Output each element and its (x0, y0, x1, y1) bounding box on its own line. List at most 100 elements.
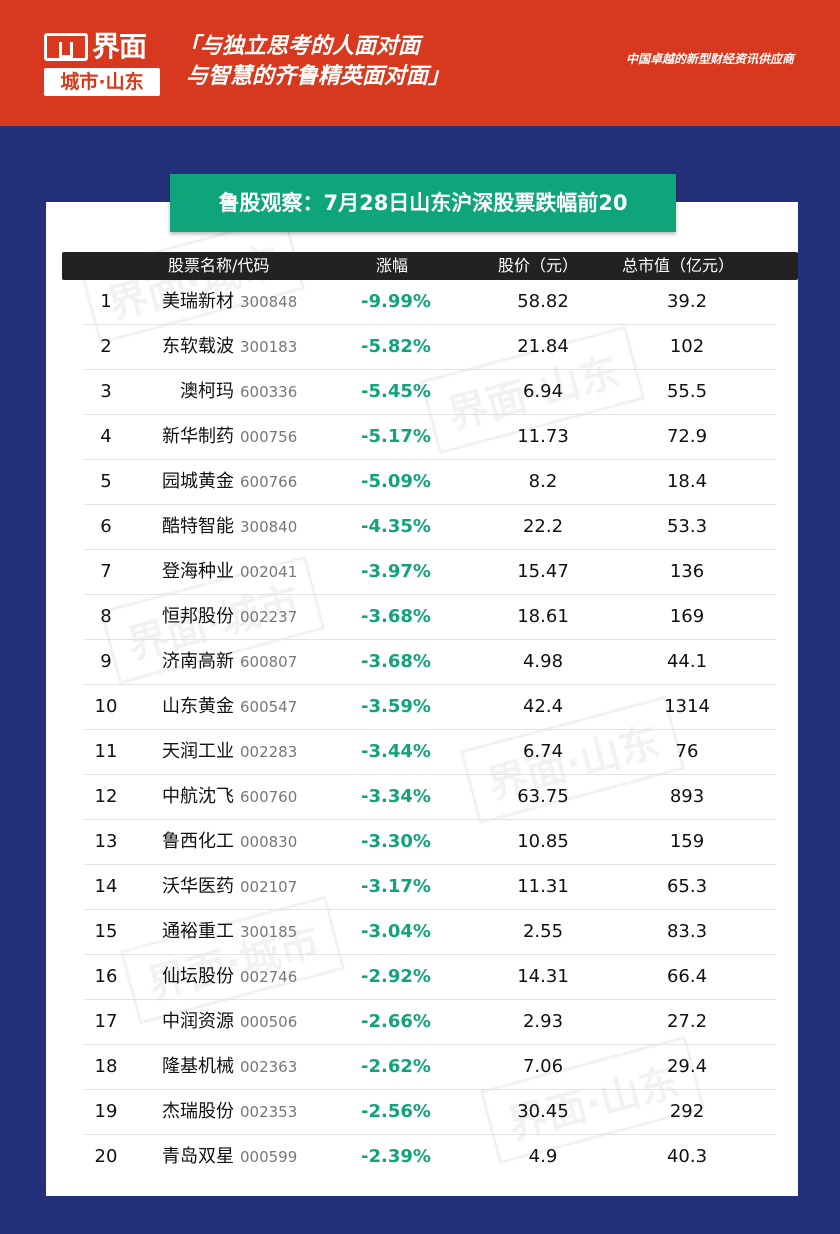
market-cap: 44.1 (666, 651, 708, 672)
stock-name: 恒邦股份 (162, 606, 234, 627)
table-row: 16 仙坛股份 002746 -2.92% 14.31 66.4 (84, 955, 776, 1000)
market-cap: 55.5 (666, 381, 708, 402)
stock-code: 002353 (240, 1103, 298, 1121)
table-card: 界面·城市 界面·山东 界面·城市 界面·山东 界面·城市 界面·山东 (46, 202, 798, 1196)
stock-price: 4.9 (528, 1146, 558, 1167)
slogan-line-2: 与智慧的齐鲁精英面对面」 (186, 64, 451, 89)
table-row: 7 登海种业 002041 -3.97% 15.47 136 (84, 550, 776, 595)
change-percent: -3.44% (361, 741, 431, 762)
market-cap: 76 (675, 741, 699, 762)
market-cap: 53.3 (666, 516, 708, 537)
logo-city-label: 城市·山东 (44, 68, 160, 96)
stock-name: 青岛双星 (162, 1146, 234, 1167)
stock-code: 300185 (240, 923, 298, 941)
market-cap: 72.9 (666, 426, 708, 447)
stock-price: 10.85 (517, 831, 569, 852)
stock-code: 000830 (240, 833, 298, 851)
stock-price: 22.2 (522, 516, 564, 537)
row-rank: 19 (94, 1101, 118, 1122)
market-cap: 292 (669, 1101, 705, 1122)
stock-code: 300840 (240, 518, 298, 536)
stock-code: 600760 (240, 788, 298, 806)
tagline: 中国卓越的新型财经资讯供应商 (625, 52, 794, 66)
table-row: 5 园城黄金 600766 -5.09% 8.2 18.4 (84, 460, 776, 505)
stock-code: 000599 (240, 1148, 298, 1166)
row-rank: 11 (94, 741, 118, 762)
change-percent: -3.59% (361, 696, 431, 717)
stock-name: 酷特智能 (162, 516, 234, 537)
row-rank: 5 (100, 471, 112, 492)
stock-price: 4.98 (522, 651, 564, 672)
market-cap: 39.2 (666, 291, 708, 312)
row-rank: 20 (94, 1146, 118, 1167)
row-rank: 7 (100, 561, 112, 582)
market-cap: 893 (669, 786, 705, 807)
stock-name: 隆基机械 (162, 1056, 234, 1077)
table-row: 1 美瑞新材 300848 -9.99% 58.82 39.2 (84, 280, 776, 325)
stock-code: 002283 (240, 743, 298, 761)
change-percent: -5.17% (361, 426, 431, 447)
slogan-line-1: 「与独立思考的人面对面 (178, 34, 421, 59)
stock-code: 002107 (240, 878, 298, 896)
row-rank: 16 (94, 966, 118, 987)
table-row: 12 中航沈飞 600760 -3.34% 63.75 893 (84, 775, 776, 820)
stock-name: 济南高新 (162, 651, 234, 672)
market-cap: 27.2 (666, 1011, 708, 1032)
row-rank: 15 (94, 921, 118, 942)
stock-name: 登海种业 (162, 561, 234, 582)
stock-name: 天润工业 (162, 741, 234, 762)
market-cap: 102 (669, 336, 705, 357)
stock-price: 2.55 (522, 921, 564, 942)
stock-code: 002363 (240, 1058, 298, 1076)
row-rank: 17 (94, 1011, 118, 1032)
change-percent: -3.17% (361, 876, 431, 897)
stock-name: 中润资源 (162, 1011, 234, 1032)
stock-price: 8.2 (528, 471, 558, 492)
table-row: 15 通裕重工 300185 -3.04% 2.55 83.3 (84, 910, 776, 955)
slogan: 「与独立思考的人面对面 与智慧的齐鲁精英面对面」 (178, 32, 450, 92)
stock-name: 仙坛股份 (162, 966, 234, 987)
change-percent: -2.92% (361, 966, 431, 987)
market-cap: 18.4 (666, 471, 708, 492)
change-percent: -5.82% (361, 336, 431, 357)
stock-name: 沃华医药 (162, 876, 234, 897)
stock-price: 63.75 (517, 786, 569, 807)
market-cap: 29.4 (666, 1056, 708, 1077)
stock-name: 新华制药 (162, 426, 234, 447)
change-percent: -3.34% (361, 786, 431, 807)
stock-price: 2.93 (522, 1011, 564, 1032)
stock-code: 600807 (240, 653, 298, 671)
row-rank: 4 (100, 426, 112, 447)
change-percent: -3.30% (361, 831, 431, 852)
column-header-change: 涨幅 (376, 256, 409, 275)
table-row: 4 新华制药 000756 -5.17% 11.73 72.9 (84, 415, 776, 460)
change-percent: -4.35% (361, 516, 431, 537)
stock-price: 58.82 (517, 291, 569, 312)
table-row: 9 济南高新 600807 -3.68% 4.98 44.1 (84, 640, 776, 685)
change-percent: -3.04% (361, 921, 431, 942)
market-cap: 83.3 (666, 921, 708, 942)
stock-price: 18.61 (517, 606, 569, 627)
stock-code: 002237 (240, 608, 298, 626)
column-header-price: 股价（元） (498, 256, 579, 275)
stock-code: 000756 (240, 428, 298, 446)
table-row: 3 澳柯玛 600336 -5.45% 6.94 55.5 (84, 370, 776, 415)
stock-name: 美瑞新材 (162, 291, 234, 312)
stock-price: 6.74 (522, 741, 564, 762)
stock-price: 30.45 (517, 1101, 569, 1122)
jiemian-logo: 界面 城市·山东 (44, 30, 160, 96)
row-rank: 9 (100, 651, 112, 672)
market-cap: 136 (669, 561, 705, 582)
change-percent: -3.68% (361, 606, 431, 627)
stock-name: 中航沈飞 (162, 786, 234, 807)
row-rank: 18 (94, 1056, 118, 1077)
row-rank: 10 (94, 696, 118, 717)
table-row: 8 恒邦股份 002237 -3.68% 18.61 169 (84, 595, 776, 640)
stock-price: 42.4 (522, 696, 564, 717)
table-row: 11 天润工业 002283 -3.44% 6.74 76 (84, 730, 776, 775)
change-percent: -5.45% (361, 381, 431, 402)
table-body: 1 美瑞新材 300848 -9.99% 58.82 39.2 2 东软载波 300183 -5.… (84, 280, 776, 1179)
column-header-name-code: 股票名称/代码 (168, 256, 270, 275)
stock-code: 300183 (240, 338, 298, 356)
stock-price: 14.31 (517, 966, 569, 987)
